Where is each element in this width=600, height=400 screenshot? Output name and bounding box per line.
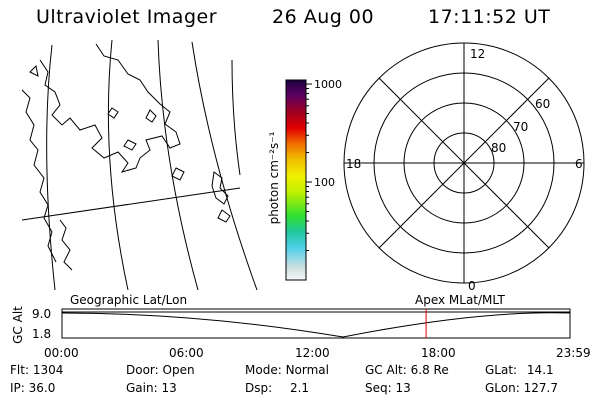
mode-field: Mode: Normal [245, 363, 329, 377]
coastline [59, 219, 73, 271]
clock-label-6: 6 [575, 157, 583, 171]
clock-label-0: 0 [468, 279, 476, 293]
time-label: 17:11:52 UT [428, 6, 551, 28]
left-plot-title: Geographic Lat/Lon [70, 293, 187, 307]
door-value: Open [162, 363, 195, 377]
polar-axis [378, 77, 550, 249]
door-label: Door: [126, 363, 159, 377]
flt-value: 1304 [32, 363, 64, 377]
lat-label-70: 70 [513, 120, 528, 134]
x-tick-1200: 12:00 [295, 346, 330, 360]
dsp-field: Dsp: 2.1 [245, 381, 309, 395]
instrument-title: Ultraviolet Imager [36, 6, 218, 28]
x-tick-2359: 23:59 [556, 346, 591, 360]
seq-label: Seq: [365, 381, 392, 395]
right-plot-title: Apex MLat/MLT [415, 293, 505, 307]
seq-field: Seq: 13 [365, 381, 411, 395]
gain-value: 13 [161, 381, 177, 395]
ip-value: 36.0 [28, 381, 56, 395]
coastline [107, 107, 119, 119]
coastline [39, 43, 181, 173]
coastline [21, 89, 57, 263]
colorbar-tick-label: 1000 [314, 78, 342, 91]
x-tick-1800: 18:00 [421, 346, 456, 360]
meridian-line [231, 59, 241, 176]
parallel-line [21, 187, 241, 221]
coastline [123, 139, 137, 151]
lat-label-60: 60 [535, 97, 550, 111]
gain-field: Gain: 13 [126, 381, 177, 395]
flt-field: Flt: 1304 [10, 363, 63, 377]
glon-field: GLon: 127.7 [485, 381, 558, 395]
y-axis-label: GC Alt [11, 306, 25, 344]
flt-label: Flt: [10, 363, 29, 377]
glat-label: GLat: [485, 363, 518, 377]
glon-value: 127.7 [523, 381, 558, 395]
clock-label-18: 18 [346, 157, 361, 171]
altitude-curve [61, 312, 571, 338]
meridian-line [191, 41, 258, 291]
date-label: 26 Aug 00 [272, 6, 375, 28]
x-tick-0000: 00:00 [44, 346, 79, 360]
meridian-line [46, 44, 56, 291]
dsp-value: 2.1 [289, 381, 310, 395]
glon-label: GLon: [485, 381, 520, 395]
lat-label-80: 80 [491, 141, 506, 155]
mode-label: Mode: [245, 363, 282, 377]
gain-label: Gain: [126, 381, 158, 395]
dsp-label: Dsp: [245, 381, 273, 395]
coastline [145, 109, 157, 123]
door-field: Door: Open [126, 363, 195, 377]
gcalt-value: 6.8 Re [410, 363, 449, 377]
gcalt-field: GC Alt: 6.8 Re [365, 363, 449, 377]
colorbar-unit-label: photon cm⁻²s⁻¹ [267, 131, 281, 224]
clock-label-12: 12 [470, 47, 485, 61]
glat-value: 14.1 [526, 363, 554, 377]
x-tick-0600: 06:00 [169, 346, 204, 360]
meridian-line [157, 39, 199, 291]
gcalt-label: GC Alt: [365, 363, 407, 377]
y-tick-top: 9.0 [32, 307, 51, 321]
meridian-line [107, 39, 129, 291]
ip-field: IP: 36.0 [10, 381, 55, 395]
coastline [29, 64, 39, 77]
mode-value: Normal [285, 363, 329, 377]
coastline [211, 171, 229, 205]
y-tick-bottom: 1.8 [32, 327, 51, 341]
colorbar-tick-label: 100 [314, 176, 335, 189]
coastline [171, 167, 185, 181]
glat-field: GLat: 14.1 [485, 363, 554, 377]
ip-label: IP: [10, 381, 25, 395]
altitude-plot-frame [61, 308, 571, 339]
colorbar-scale [285, 79, 307, 281]
seq-value: 13 [395, 381, 411, 395]
coastline [217, 209, 231, 223]
